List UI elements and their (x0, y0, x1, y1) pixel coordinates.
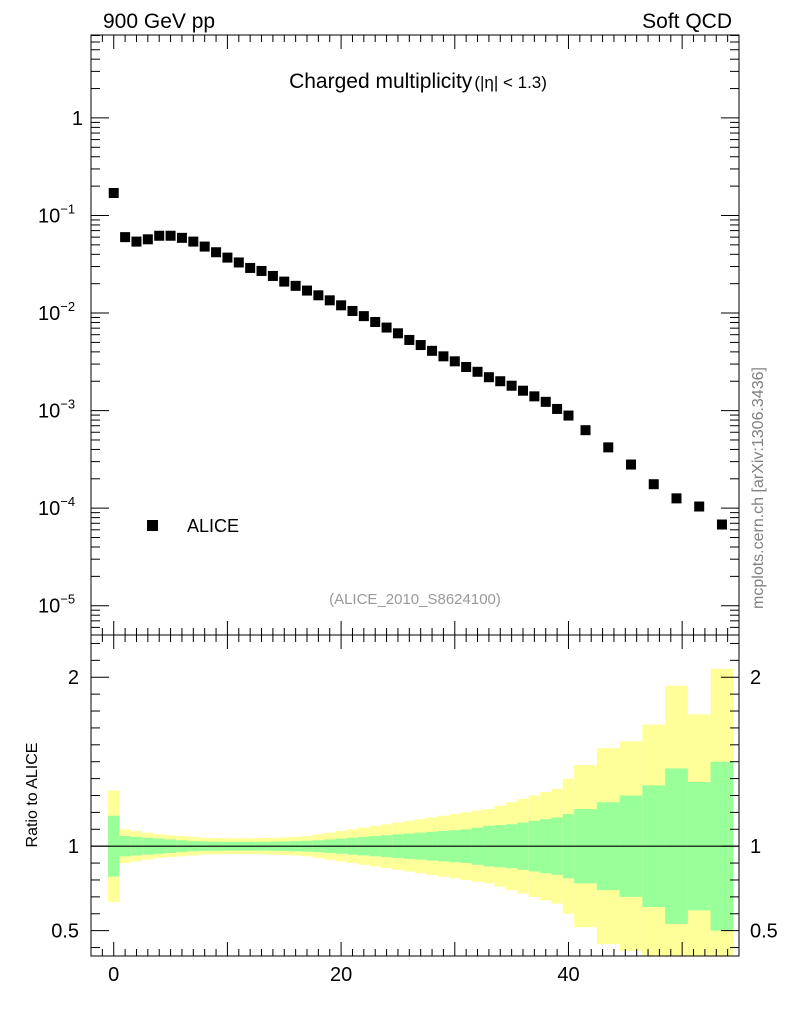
y-tick-label: 10−5 (38, 592, 75, 618)
data-point (449, 356, 460, 367)
ratio-y-tick-label-left: 0.5 (51, 921, 79, 943)
data-point (427, 345, 438, 356)
data-point (540, 396, 551, 407)
alice-data-points (108, 188, 727, 530)
analysis-reference: (ALICE_2010_S8624100) (329, 591, 501, 608)
ratio-y-tick-label-left: 2 (68, 667, 79, 689)
data-point (336, 300, 347, 311)
data-point (131, 236, 142, 247)
process-label: Soft QCD (642, 10, 732, 33)
data-point (495, 376, 506, 387)
x-tick-labels: 0 20 40 (108, 964, 579, 986)
y-tick-label: 10−1 (38, 201, 75, 227)
data-point (165, 230, 176, 241)
data-point (176, 232, 187, 243)
data-point (211, 247, 222, 258)
ratio-y-tick-labels: 0.5 0.5 1 1 2 2 (51, 667, 778, 942)
data-point (506, 380, 517, 391)
ratio-y-tick-label-left: 1 (68, 836, 79, 858)
legend-marker-alice (147, 520, 158, 531)
data-point (324, 295, 335, 306)
y-tick-label: 10−2 (38, 299, 75, 325)
main-panel: 1 10−1 10−2 10−3 10−4 10−5 ALICE (ALICE_2010_… (38, 34, 740, 636)
data-point (120, 232, 131, 243)
data-point (358, 311, 369, 322)
x-tick-label: 0 (108, 964, 119, 986)
data-point (290, 280, 301, 291)
data-point (142, 234, 153, 245)
data-point (302, 285, 312, 296)
data-point (233, 257, 244, 268)
data-point (580, 425, 591, 436)
ratio-y-tick-label-right: 2 (750, 667, 761, 689)
y-tick-label: 10−4 (38, 494, 75, 520)
data-point (603, 442, 614, 453)
data-point (552, 403, 563, 414)
data-point (671, 493, 682, 504)
ratio-y-tick-label-right: 1 (750, 836, 761, 858)
data-point (313, 290, 324, 301)
data-point (415, 340, 426, 351)
data-point (154, 230, 165, 241)
x-tick-label: 20 (330, 964, 352, 986)
ratio-panel: 0.5 0.5 1 1 2 2 0 20 40 Ratio to ALICE (24, 634, 778, 986)
chart-title: Charged multiplicity (|η| < 1.3) (289, 70, 547, 93)
data-point (256, 265, 267, 276)
data-point (347, 305, 358, 316)
title-sub: (|η| < 1.3) (474, 73, 547, 92)
data-point (529, 391, 540, 402)
data-point (694, 501, 705, 512)
data-point (404, 334, 415, 345)
data-point (222, 252, 233, 263)
y-tick-label: 1 (72, 108, 83, 130)
data-point (648, 479, 659, 490)
data-point (518, 385, 528, 396)
data-point (472, 366, 483, 377)
data-point (267, 270, 278, 281)
data-point (108, 188, 119, 199)
data-point (188, 236, 199, 247)
ratio-frame (90, 634, 740, 957)
data-point (245, 262, 256, 273)
legend-label-alice: ALICE (187, 516, 239, 536)
data-point (381, 322, 392, 333)
ratio-uncertainty-bands (108, 668, 734, 956)
data-point (483, 372, 494, 383)
data-point (563, 410, 574, 421)
data-point (370, 316, 381, 327)
data-point (461, 361, 472, 372)
data-point (199, 241, 210, 252)
main-frame (90, 34, 740, 636)
energy-label: 900 GeV pp (103, 10, 215, 33)
ratio-y-tick-label-right: 0.5 (750, 921, 778, 943)
data-point (392, 328, 403, 339)
data-point (716, 519, 727, 530)
data-point (279, 276, 290, 287)
x-tick-label: 40 (557, 964, 579, 986)
source-label: mcplots.cern.ch [arXiv:1306.3436] (750, 367, 767, 609)
y-tick-label: 10−3 (38, 397, 75, 423)
data-point (626, 459, 636, 470)
main-y-tick-labels: 1 10−1 10−2 10−3 10−4 10−5 (38, 108, 83, 618)
ratio-y-axis-label: Ratio to ALICE (24, 743, 41, 848)
title-main: Charged multiplicity (289, 70, 473, 93)
data-point (438, 351, 449, 362)
main-axis-ticks (90, 34, 740, 635)
